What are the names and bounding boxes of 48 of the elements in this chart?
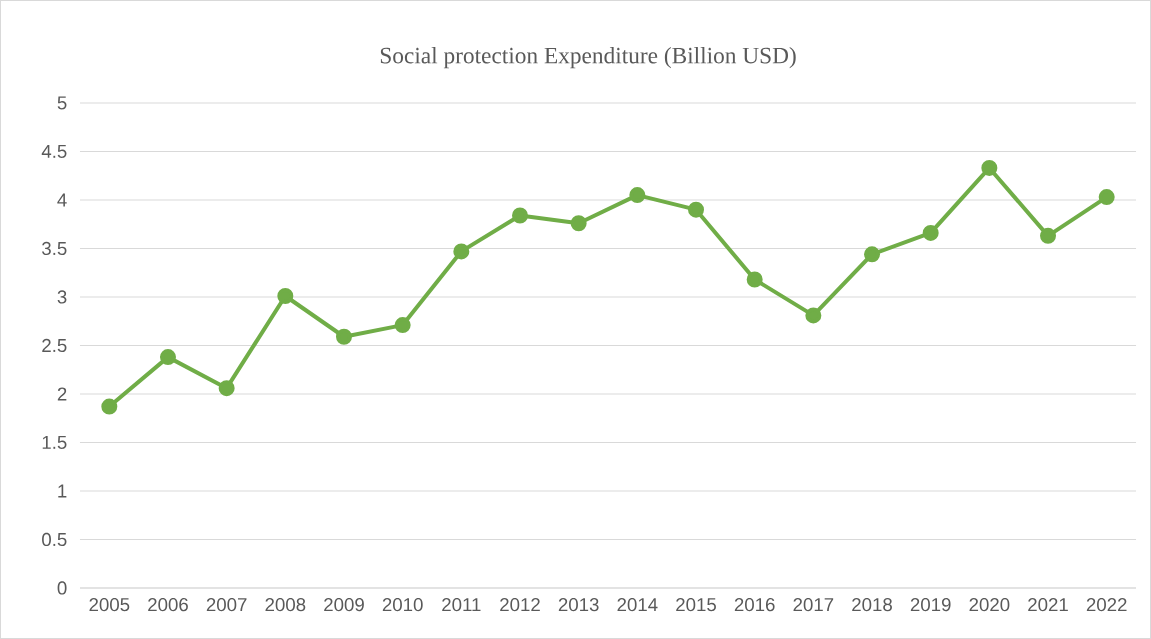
- y-tick-label: 1: [58, 484, 67, 498]
- point: [101, 398, 118, 415]
- point: [629, 187, 646, 204]
- x-tick-label: 2015: [676, 598, 716, 612]
- x-tick-label: 2010: [382, 598, 423, 612]
- x-tick-label: 2018: [852, 598, 892, 612]
- y-tick-label: 4.5: [41, 144, 67, 158]
- point: [746, 271, 763, 288]
- point: [1040, 227, 1057, 244]
- x-tick-label: 2011: [442, 598, 481, 612]
- x-tick-label: 2012: [500, 598, 540, 612]
- x-tick-label: 2006: [148, 598, 188, 612]
- point: [335, 328, 352, 345]
- point: [512, 207, 528, 224]
- y-tick-label: 3.5: [42, 241, 67, 256]
- point: [453, 243, 470, 260]
- x-tick-label: 2009: [324, 598, 364, 612]
- x-tick-label: 2019: [910, 598, 951, 612]
- y-tick-label: 3: [57, 290, 67, 304]
- point: [922, 224, 939, 241]
- x-tick-label: 2005: [89, 598, 130, 612]
- y-tick-label: 5: [57, 96, 67, 110]
- y-tick-label: 2: [57, 387, 67, 401]
- x-tick-label: 2014: [617, 598, 658, 612]
- y-tick-label: 0: [57, 581, 67, 595]
- point: [218, 380, 235, 397]
- point: [159, 349, 176, 366]
- point: [394, 317, 411, 334]
- y-tick-label: 1.5: [42, 435, 67, 450]
- y-tick-label: 4: [57, 193, 67, 207]
- point: [570, 215, 587, 232]
- point: [688, 201, 705, 218]
- x-tick-label: 2016: [734, 598, 775, 612]
- x-tick-label: 2022: [1086, 598, 1127, 612]
- x-tick-label: 2017: [793, 598, 834, 612]
- y-tick-label: 0.5: [42, 532, 67, 547]
- point: [277, 288, 294, 305]
- point: [864, 246, 881, 263]
- x-tick-label: 2013: [558, 598, 599, 612]
- x-tick-label: 2020: [969, 598, 1010, 612]
- x-tick-label: 2008: [265, 598, 306, 612]
- point: [1098, 189, 1115, 206]
- x-tick-label: 2021: [1028, 598, 1068, 612]
- x-tick-label: 2007: [206, 598, 247, 612]
- y-tick-label: 2.5: [42, 338, 67, 353]
- point: [981, 159, 998, 176]
- chart-title: Social protection Expenditure (Billion USD): [380, 47, 796, 69]
- point: [805, 307, 822, 324]
